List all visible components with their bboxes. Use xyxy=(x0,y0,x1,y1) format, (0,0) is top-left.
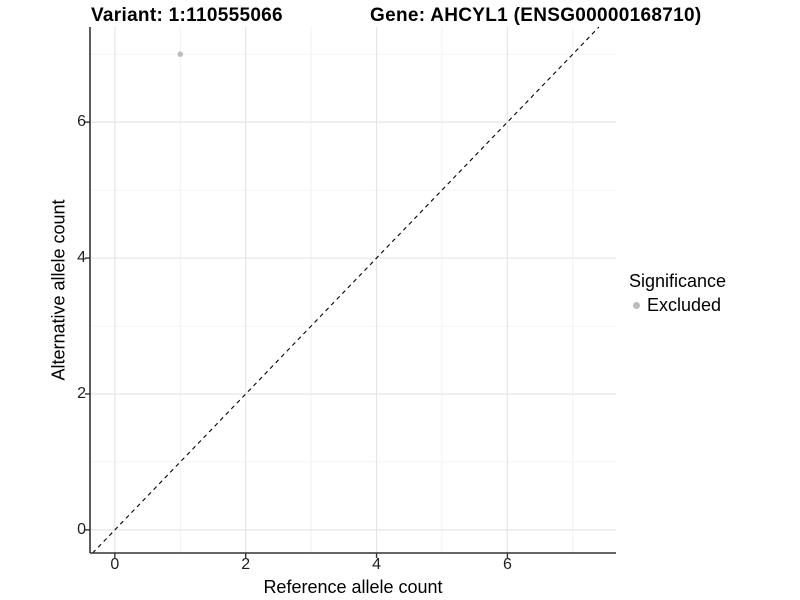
y-tick-label: 0 xyxy=(77,520,86,538)
x-tick-label: 0 xyxy=(110,556,120,573)
x-axis-title: Reference allele count xyxy=(263,577,443,597)
point-icon xyxy=(632,302,640,309)
x-tick-label: 6 xyxy=(502,556,512,573)
legend-entry-label: Excluded xyxy=(647,295,722,315)
x-tick-label: 4 xyxy=(372,556,381,573)
x-tick-label: 2 xyxy=(241,556,251,573)
legend-entry-excluded: Excluded xyxy=(629,295,726,316)
legend: Significance Excluded xyxy=(629,271,726,316)
plot-canvas xyxy=(85,26,616,558)
data-point xyxy=(177,51,184,57)
plot-panel xyxy=(85,26,616,558)
variant-title: Variant: 1:110555066 xyxy=(91,5,283,26)
legend-key xyxy=(625,297,647,315)
legend-title: Significance xyxy=(629,271,727,291)
identity-line xyxy=(92,26,600,554)
y-tick-label: 4 xyxy=(77,249,86,267)
y-axis-title: Alternative allele count xyxy=(48,199,69,381)
y-tick-label: 6 xyxy=(77,113,86,131)
gene-title: Gene: AHCYL1 (ENSG00000168710) xyxy=(370,5,702,26)
y-tick-label: 2 xyxy=(77,384,86,402)
